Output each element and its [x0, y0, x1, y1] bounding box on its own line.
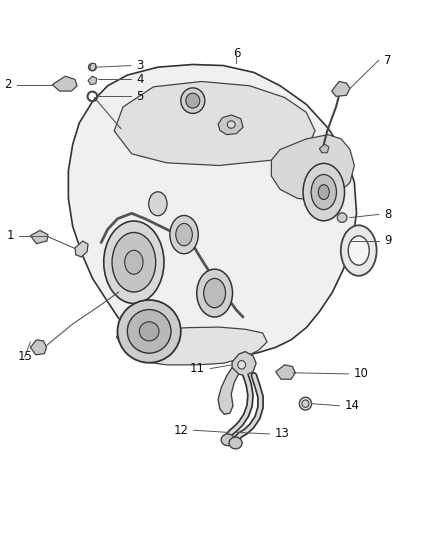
Ellipse shape — [337, 213, 347, 222]
Text: 1: 1 — [6, 229, 14, 242]
Text: 7: 7 — [384, 54, 392, 67]
Text: 2: 2 — [4, 78, 12, 91]
Ellipse shape — [104, 221, 164, 303]
Ellipse shape — [127, 310, 171, 353]
Polygon shape — [117, 327, 267, 365]
Ellipse shape — [112, 232, 155, 292]
Ellipse shape — [125, 251, 143, 274]
Text: 9: 9 — [384, 235, 392, 247]
Ellipse shape — [299, 397, 311, 410]
Ellipse shape — [238, 361, 246, 369]
Polygon shape — [90, 63, 96, 70]
Text: 13: 13 — [275, 427, 290, 440]
Polygon shape — [332, 82, 350, 96]
Ellipse shape — [204, 278, 226, 308]
Ellipse shape — [88, 63, 96, 71]
Text: 14: 14 — [345, 399, 360, 413]
Polygon shape — [319, 144, 329, 153]
Polygon shape — [68, 64, 357, 357]
Text: 4: 4 — [136, 73, 144, 86]
Ellipse shape — [197, 269, 233, 317]
Polygon shape — [88, 76, 97, 85]
Text: 15: 15 — [17, 350, 32, 364]
Ellipse shape — [186, 93, 200, 108]
Ellipse shape — [149, 192, 167, 216]
Text: 3: 3 — [136, 59, 143, 72]
Polygon shape — [218, 368, 239, 414]
Ellipse shape — [303, 164, 345, 221]
Ellipse shape — [181, 88, 205, 114]
Polygon shape — [52, 76, 77, 91]
Ellipse shape — [117, 300, 181, 363]
Ellipse shape — [176, 223, 192, 246]
Polygon shape — [272, 135, 354, 200]
Polygon shape — [30, 230, 48, 244]
Text: 12: 12 — [173, 424, 188, 437]
Ellipse shape — [221, 434, 234, 446]
Polygon shape — [232, 352, 256, 375]
Text: 11: 11 — [190, 362, 205, 375]
Text: 8: 8 — [384, 208, 392, 221]
Ellipse shape — [348, 236, 369, 265]
Ellipse shape — [318, 184, 329, 199]
Ellipse shape — [311, 174, 336, 209]
Text: 10: 10 — [353, 367, 368, 381]
Ellipse shape — [139, 322, 159, 341]
Ellipse shape — [229, 437, 242, 449]
Text: 6: 6 — [233, 47, 240, 60]
Ellipse shape — [341, 225, 377, 276]
Polygon shape — [114, 82, 315, 165]
Ellipse shape — [227, 121, 235, 128]
Text: 5: 5 — [136, 90, 143, 103]
Polygon shape — [30, 340, 46, 355]
Ellipse shape — [170, 215, 198, 254]
Ellipse shape — [302, 400, 309, 407]
Polygon shape — [75, 241, 88, 257]
Polygon shape — [218, 115, 243, 135]
Polygon shape — [276, 365, 295, 379]
